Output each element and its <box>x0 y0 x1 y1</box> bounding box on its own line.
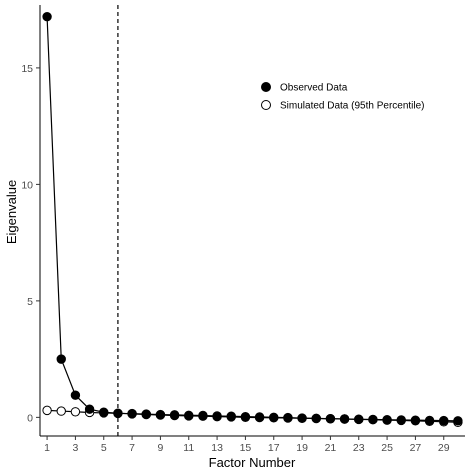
y-tick-label: 5 <box>27 296 33 308</box>
observed-point <box>439 415 449 426</box>
observed-point <box>42 11 52 22</box>
observed-point <box>354 414 364 424</box>
observed-point <box>297 413 307 423</box>
x-tick-label: 7 <box>129 442 135 454</box>
x-tick-label: 13 <box>211 442 223 454</box>
observed-point <box>184 411 194 421</box>
x-ticks: 1 3 5 7 9 11 13 15 17 19 21 23 25 27 29 <box>44 436 450 454</box>
observed-point <box>269 413 279 423</box>
series-lines <box>46 16 458 423</box>
observed-line <box>46 16 458 422</box>
x-tick-label: 11 <box>183 442 194 454</box>
x-axis-title: Factor Number <box>209 455 296 470</box>
observed-point <box>84 404 95 414</box>
observed-point <box>410 415 421 425</box>
observed-point <box>226 412 236 422</box>
x-tick-label: 25 <box>381 442 393 454</box>
x-tick-label: 15 <box>240 442 252 454</box>
x-tick-label: 3 <box>72 442 78 454</box>
observed-point <box>382 414 392 425</box>
observed-point <box>283 413 293 423</box>
legend-key-simulated <box>261 100 271 110</box>
observed-point <box>141 409 151 420</box>
observed-point <box>212 411 222 422</box>
observed-point <box>453 416 463 426</box>
observed-point <box>396 415 406 425</box>
y-axis-title: Eigenvalue <box>4 180 19 244</box>
axes <box>39 5 465 437</box>
x-tick-label: 19 <box>296 442 308 454</box>
simulated-point <box>70 407 81 417</box>
x-tick-label: 1 <box>44 442 50 454</box>
x-tick-label: 27 <box>410 442 422 454</box>
observed-point <box>169 410 180 421</box>
simulated-point <box>42 405 52 416</box>
y-ticks: 0 5 10 15 <box>21 63 40 424</box>
observed-point <box>240 412 251 423</box>
observed-point <box>424 415 435 426</box>
y-tick-label: 10 <box>21 179 33 191</box>
x-tick-label: 17 <box>268 442 280 454</box>
y-tick-label: 15 <box>21 63 33 75</box>
observed-point <box>99 407 109 417</box>
observed-point <box>56 354 66 364</box>
x-tick-label: 29 <box>438 442 450 454</box>
y-tick-label: 0 <box>27 412 33 424</box>
x-tick-label: 9 <box>157 442 163 454</box>
observed-point <box>70 390 81 400</box>
observed-point <box>198 411 208 421</box>
legend-key-observed <box>261 82 271 92</box>
legend-label: Simulated Data (95th Percentile) <box>280 101 425 112</box>
observed-point <box>127 409 137 419</box>
x-tick-label: 5 <box>101 442 107 454</box>
observed-point <box>339 414 350 424</box>
observed-point <box>155 410 166 420</box>
observed-point <box>254 412 265 423</box>
observed-point <box>311 413 321 424</box>
legend: Observed Data Simulated Data (95th Percen… <box>261 82 425 112</box>
series-points <box>42 11 463 427</box>
simulated-point <box>56 406 66 416</box>
legend-label: Observed Data <box>280 83 348 94</box>
observed-point <box>113 408 123 418</box>
observed-point <box>368 414 378 425</box>
x-tick-label: 21 <box>325 442 337 454</box>
x-tick-label: 23 <box>353 442 365 454</box>
observed-point <box>325 414 336 424</box>
